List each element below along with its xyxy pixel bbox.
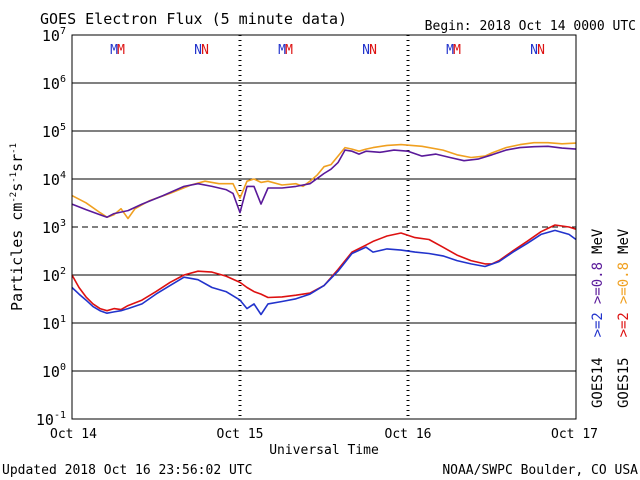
x-tick-label: Oct 17 [551, 427, 598, 442]
y-tick-label: 100 [42, 362, 66, 381]
satellite-position-marker: M [453, 43, 461, 58]
updated-timestamp: Updated 2018 Oct 16 23:56:02 UTC [2, 463, 252, 478]
y-tick-label: 103 [42, 218, 66, 237]
chart-title: GOES Electron Flux (5 minute data) [40, 10, 347, 28]
series-line-3 [71, 229, 577, 316]
y-tick-label: 102 [42, 266, 66, 285]
legend-goes15: GOES15>=2>=0.8MeV [616, 228, 632, 408]
series-line-2 [71, 224, 577, 312]
satellite-position-marker: M [446, 43, 454, 58]
y-tick-labels: 107 106 105 104 103 102 101 100 10-1 [36, 26, 66, 429]
y-tick-label: 106 [42, 74, 66, 93]
satellite-position-marker: N [537, 43, 545, 58]
x-tick-label: Oct 16 [385, 427, 432, 442]
legend-goes14: GOES14>=2>=0.8MeV [590, 228, 606, 408]
y-tick-label: 10-1 [36, 410, 66, 429]
satellite-position-marker: M [285, 43, 293, 58]
grid-layer [72, 34, 576, 420]
begin-date-label: Begin: 2018 Oct 14 0000 UTC [425, 19, 636, 34]
satellite-position-marker: N [369, 43, 377, 58]
y-tick-label: 101 [42, 314, 66, 333]
x-tick-label: Oct 15 [217, 427, 264, 442]
credit-label: NOAA/SWPC Boulder, CO USA [442, 463, 638, 478]
y-tick-label: 105 [42, 122, 66, 141]
series-line-0 [71, 141, 577, 220]
satellite-position-marker: N [362, 43, 370, 58]
x-axis-label: Universal Time [269, 443, 379, 458]
y-axis-label: Particles cm-2s-1sr-1 [8, 143, 26, 311]
series-line-1 [71, 145, 577, 218]
satellite-position-marker: N [201, 43, 209, 58]
satellite-position-marker: M [110, 43, 118, 58]
series-layer [71, 141, 577, 316]
satellite-position-marker: M [278, 43, 286, 58]
plot-frame [71, 34, 577, 420]
satellite-position-marker: N [530, 43, 538, 58]
satellite-position-marker: N [194, 43, 202, 58]
satellite-position-marker: M [117, 43, 125, 58]
x-tick-label: Oct 14 [50, 427, 97, 442]
y-tick-label: 104 [42, 170, 66, 189]
y-tick-label: 107 [42, 26, 66, 45]
x-tick-labels: Oct 14 Oct 15 Oct 16 Oct 17 [50, 427, 598, 442]
